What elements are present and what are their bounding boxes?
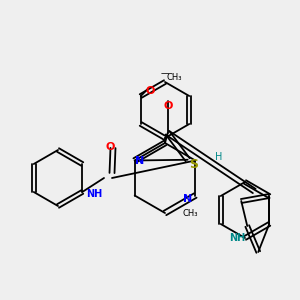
Text: CH₃: CH₃ <box>167 74 182 82</box>
Text: S: S <box>189 158 198 171</box>
Text: O: O <box>146 86 155 96</box>
Text: H: H <box>215 152 223 162</box>
Text: —: — <box>161 69 169 78</box>
Text: NH: NH <box>229 233 245 243</box>
Text: N: N <box>183 194 192 203</box>
Text: CH₃: CH₃ <box>183 209 198 218</box>
Text: NH: NH <box>86 189 103 199</box>
Text: O: O <box>105 142 115 152</box>
Text: O: O <box>163 101 172 111</box>
Text: N: N <box>135 155 144 166</box>
